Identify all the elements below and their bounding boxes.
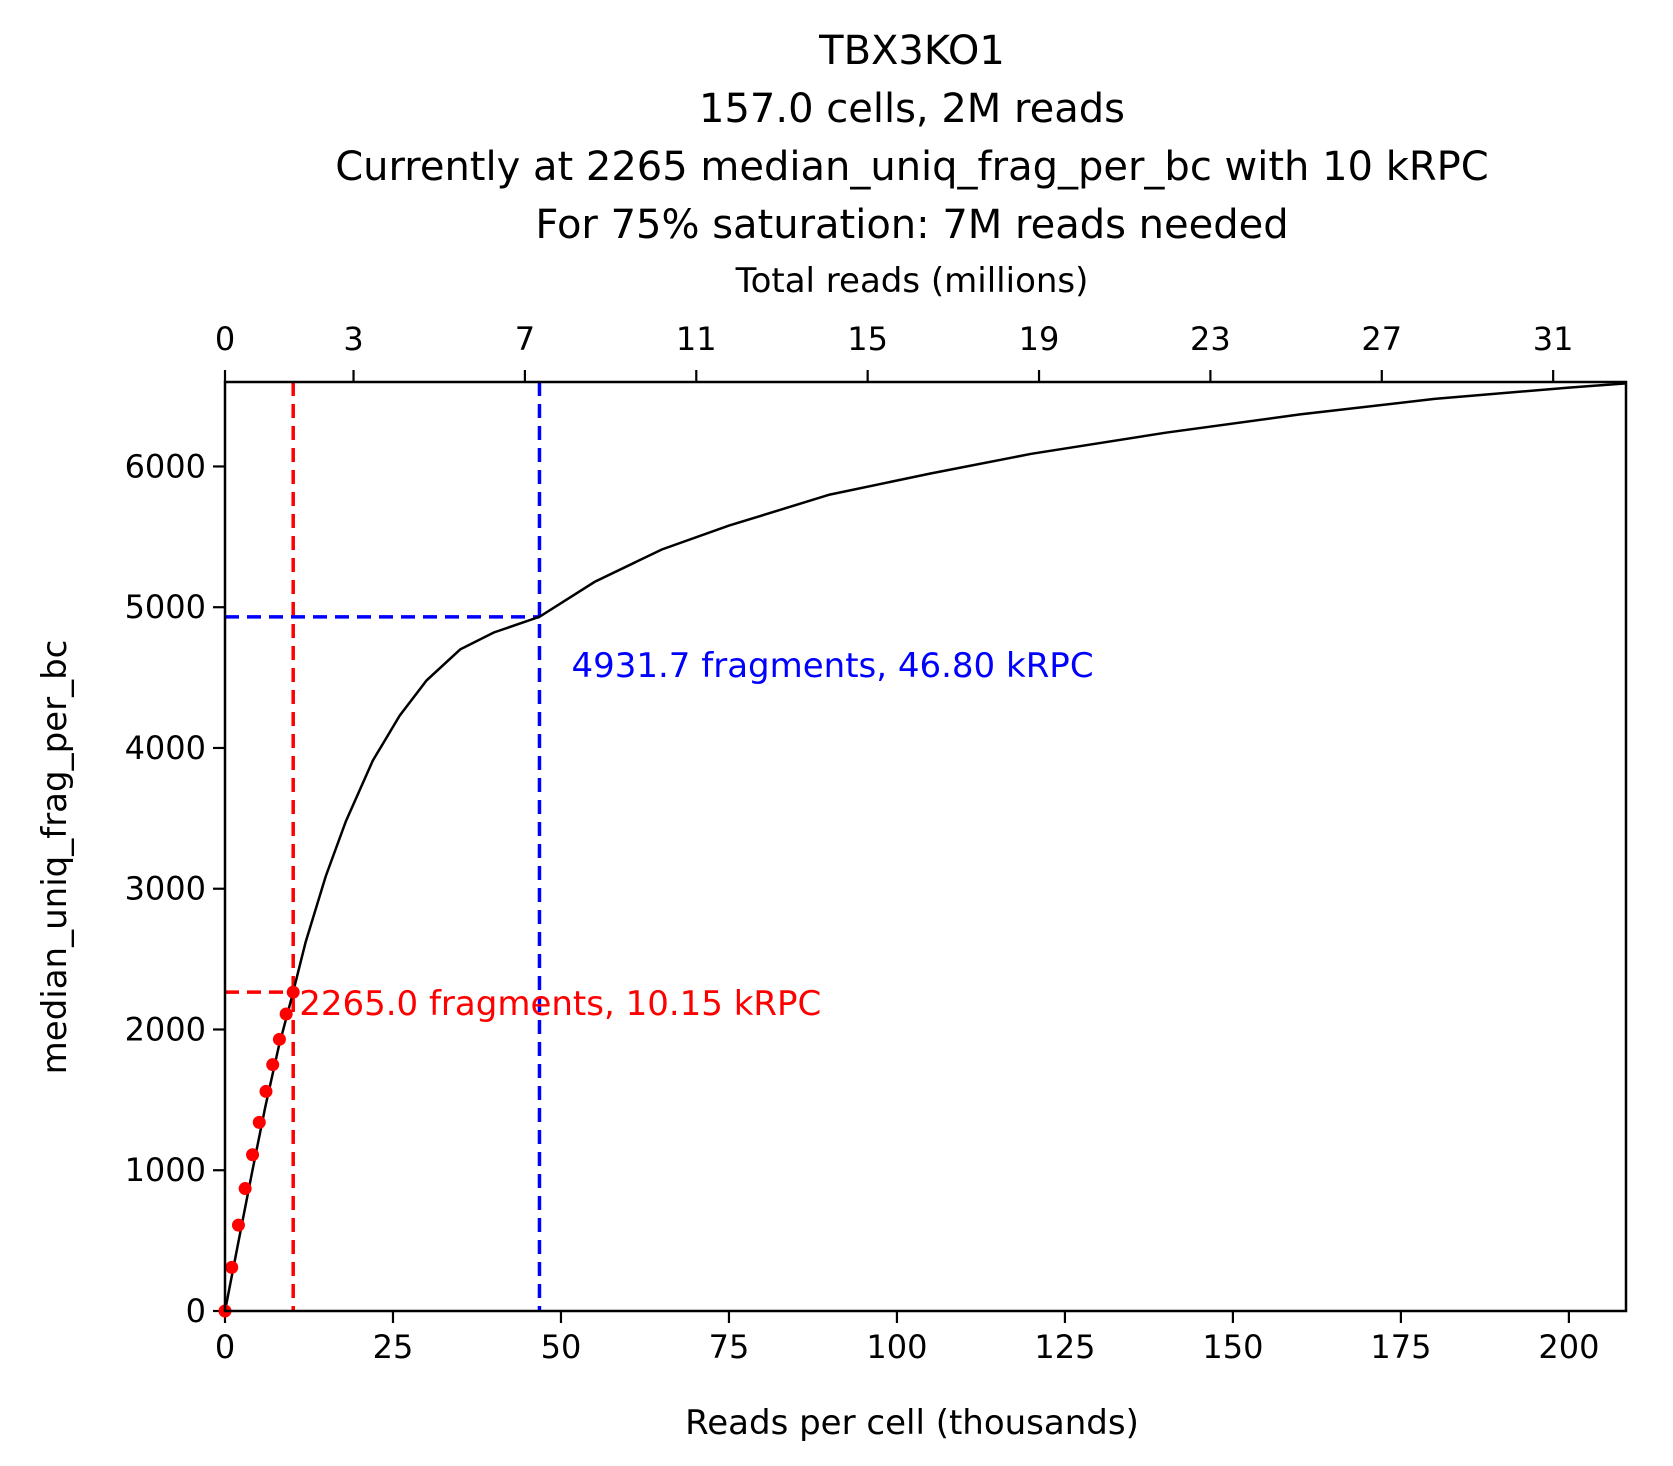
y-axis-label: median_uniq_frag_per_bc [35,640,75,1075]
top-tick-label: 23 [1190,320,1231,358]
data-points-layer [218,985,300,1318]
annotation-label: 4931.7 fragments, 46.80 kRPC [571,646,1093,686]
title-line-3: Currently at 2265 median_uniq_frag_per_b… [335,144,1488,190]
y-tick-label: 5000 [125,588,206,626]
top-tick-label: 7 [515,320,535,358]
x-tick-label: 175 [1370,1328,1431,1366]
x-tick-label: 100 [866,1328,927,1366]
x-tick-label: 150 [1202,1328,1263,1366]
annotation-label: 2265.0 fragments, 10.15 kRPC [299,984,821,1024]
axis-ticks: 0 25 50 75 100 125 150 175 200010002000300040005… [125,320,1600,1366]
data-point [231,1218,245,1232]
x-axis-label: Reads per cell (thousands) [685,1403,1139,1443]
data-point [286,985,300,999]
y-tick-label: 6000 [125,447,206,485]
title-line-4: For 75% saturation: 7M reads needed [535,202,1288,248]
y-tick-label: 3000 [125,870,206,908]
y-tick-label: 2000 [125,1010,206,1048]
plot-frame [223,380,1628,1313]
top-tick-label: 3 [343,320,363,358]
x-tick-label: 75 [709,1328,750,1366]
top-axis-label: Total reads (millions) [735,261,1089,301]
title-line-1: TBX3KO1 [818,28,1005,74]
x-tick-label: 0 [215,1328,235,1366]
x-tick-label: 200 [1538,1328,1599,1366]
top-tick-label: 31 [1533,320,1574,358]
y-tick-label: 0 [186,1292,206,1330]
reference-lines [225,382,542,1311]
x-tick-label: 25 [373,1328,414,1366]
annotations-layer: 2265.0 fragments, 10.15 kRPC 4931.7 fragm… [299,646,1093,1024]
data-point [266,1058,280,1072]
top-tick-label: 11 [676,320,717,358]
top-tick-label: 0 [215,320,235,358]
x-tick-label: 50 [541,1328,582,1366]
data-point [259,1084,273,1098]
title-line-2: 157.0 cells, 2M reads [699,86,1125,132]
data-point [225,1260,239,1274]
data-point [279,1007,293,1021]
top-tick-label: 19 [1019,320,1060,358]
x-tick-label: 125 [1034,1328,1095,1366]
fit-curve-layer [223,382,1627,1312]
fit-curve-line [223,382,1627,1312]
chart-title: TBX3KO1 157.0 cells, 2M reads Currently … [335,28,1488,248]
top-tick-label: 27 [1361,320,1402,358]
data-point [252,1115,266,1129]
top-tick-label: 15 [847,320,888,358]
data-point [246,1148,260,1162]
data-point [238,1182,252,1196]
y-tick-label: 4000 [125,729,206,767]
y-tick-label: 1000 [125,1151,206,1189]
data-point [272,1032,286,1046]
